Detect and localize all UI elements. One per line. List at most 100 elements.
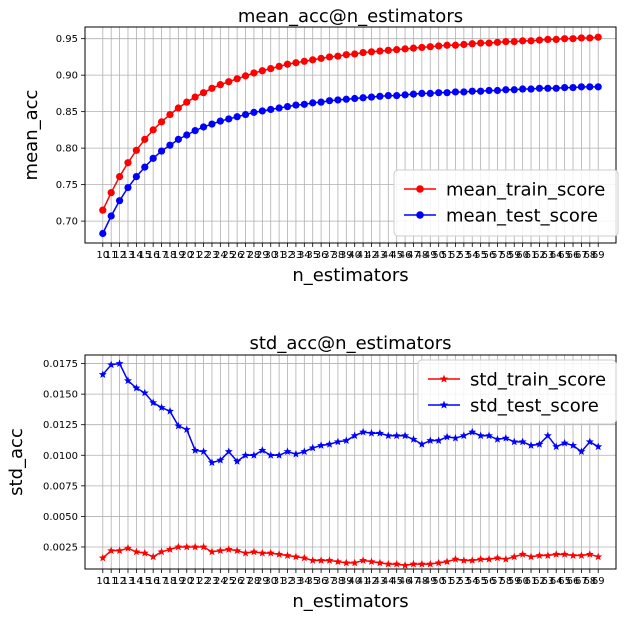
data-point <box>342 558 351 567</box>
data-point <box>157 547 166 556</box>
data-point <box>418 43 426 52</box>
x-tick-label: 58 <box>499 576 512 587</box>
x-tick-label: 46 <box>399 250 412 261</box>
data-point <box>518 550 527 558</box>
data-point <box>199 89 208 97</box>
x-tick-label: 35 <box>306 250 319 261</box>
data-point <box>527 37 535 45</box>
x-tick-label: 30 <box>264 250 277 261</box>
data-point <box>409 90 418 98</box>
x-tick-label: 32 <box>281 576 294 587</box>
x-tick-label: 41 <box>357 250 370 261</box>
legend-label: std_train_score <box>470 370 606 391</box>
data-point <box>569 551 578 559</box>
data-point <box>367 93 376 101</box>
x-tick-label: 34 <box>298 576 311 587</box>
data-point <box>527 441 536 449</box>
data-point <box>417 440 426 448</box>
y-axis-label: mean_acc <box>21 90 42 181</box>
data-point <box>115 546 124 555</box>
x-tick-label: 53 <box>457 576 470 587</box>
x-tick-label: 69 <box>592 576 605 587</box>
data-point <box>342 51 350 59</box>
x-tick-label: 22 <box>197 250 210 261</box>
data-point <box>476 555 485 563</box>
data-point <box>586 83 594 91</box>
x-tick-label: 24 <box>214 576 227 587</box>
x-tick-label: 67 <box>575 250 588 261</box>
x-tick-label: 66 <box>567 576 580 587</box>
data-point <box>224 447 233 455</box>
x-tick-label: 23 <box>206 250 219 261</box>
y-tick-label: 0.95 <box>56 34 78 45</box>
x-tick-label: 21 <box>189 250 202 261</box>
x-ticks: 1011121314151617181920212223242526272829… <box>96 569 605 587</box>
data-point <box>107 212 115 220</box>
y-tick-label: 0.90 <box>56 71 78 82</box>
x-tick-label: 28 <box>248 576 261 587</box>
data-point <box>233 75 241 83</box>
y-tick-label: 0.0100 <box>43 451 78 462</box>
x-tick-label: 54 <box>466 250 479 261</box>
data-point <box>342 436 351 444</box>
x-tick-label: 48 <box>416 576 429 587</box>
data-point <box>435 89 443 97</box>
y-tick-label: 0.85 <box>56 107 78 118</box>
data-point <box>140 548 149 557</box>
x-tick-label: 43 <box>374 250 387 261</box>
data-point <box>183 131 191 139</box>
data-point <box>334 52 342 60</box>
y-tick-label: 0.0125 <box>43 420 78 431</box>
x-tick-label: 11 <box>105 576 118 587</box>
x-tick-label: 36 <box>315 576 328 587</box>
data-point <box>485 431 494 440</box>
data-point <box>275 550 284 558</box>
data-point <box>107 360 116 369</box>
x-tick-label: 45 <box>390 250 403 261</box>
data-point <box>132 547 141 556</box>
x-tick-label: 16 <box>147 576 160 587</box>
x-tick-label: 50 <box>432 576 445 587</box>
data-point <box>451 433 460 442</box>
data-point <box>183 98 191 106</box>
x-tick-label: 25 <box>222 250 235 261</box>
y-axis-label: std_acc <box>6 428 27 496</box>
data-point <box>485 86 493 95</box>
data-point <box>552 550 561 558</box>
x-tick-label: 23 <box>206 576 219 587</box>
legend-marker <box>439 400 449 409</box>
x-tick-label: 40 <box>348 576 361 587</box>
data-point <box>544 84 552 92</box>
x-tick-label: 34 <box>298 250 311 261</box>
y-tick-label: 0.0075 <box>43 481 78 492</box>
data-point <box>426 436 435 444</box>
data-point <box>560 550 569 558</box>
data-point <box>225 115 233 123</box>
data-point <box>392 431 401 440</box>
series-mean_train_score <box>99 33 602 214</box>
legend-box <box>417 359 617 425</box>
data-point <box>375 558 384 567</box>
data-point <box>477 87 485 95</box>
data-point <box>560 438 569 447</box>
data-point <box>107 546 116 555</box>
data-point <box>166 110 174 119</box>
x-tick-label: 52 <box>449 576 462 587</box>
data-point <box>502 86 510 94</box>
data-point <box>585 437 594 446</box>
x-tick-label: 36 <box>315 250 328 261</box>
data-point <box>166 141 174 149</box>
x-tick-label: 33 <box>290 250 303 261</box>
data-point <box>359 556 368 564</box>
data-point <box>435 42 443 50</box>
data-point <box>569 35 577 43</box>
x-tick-label: 32 <box>281 250 294 261</box>
data-point <box>149 398 158 407</box>
data-point <box>325 97 334 105</box>
data-point <box>308 556 317 564</box>
data-point <box>115 172 124 181</box>
data-point <box>241 72 250 80</box>
data-point <box>384 431 393 440</box>
data-point <box>527 552 536 561</box>
data-point <box>99 229 107 238</box>
